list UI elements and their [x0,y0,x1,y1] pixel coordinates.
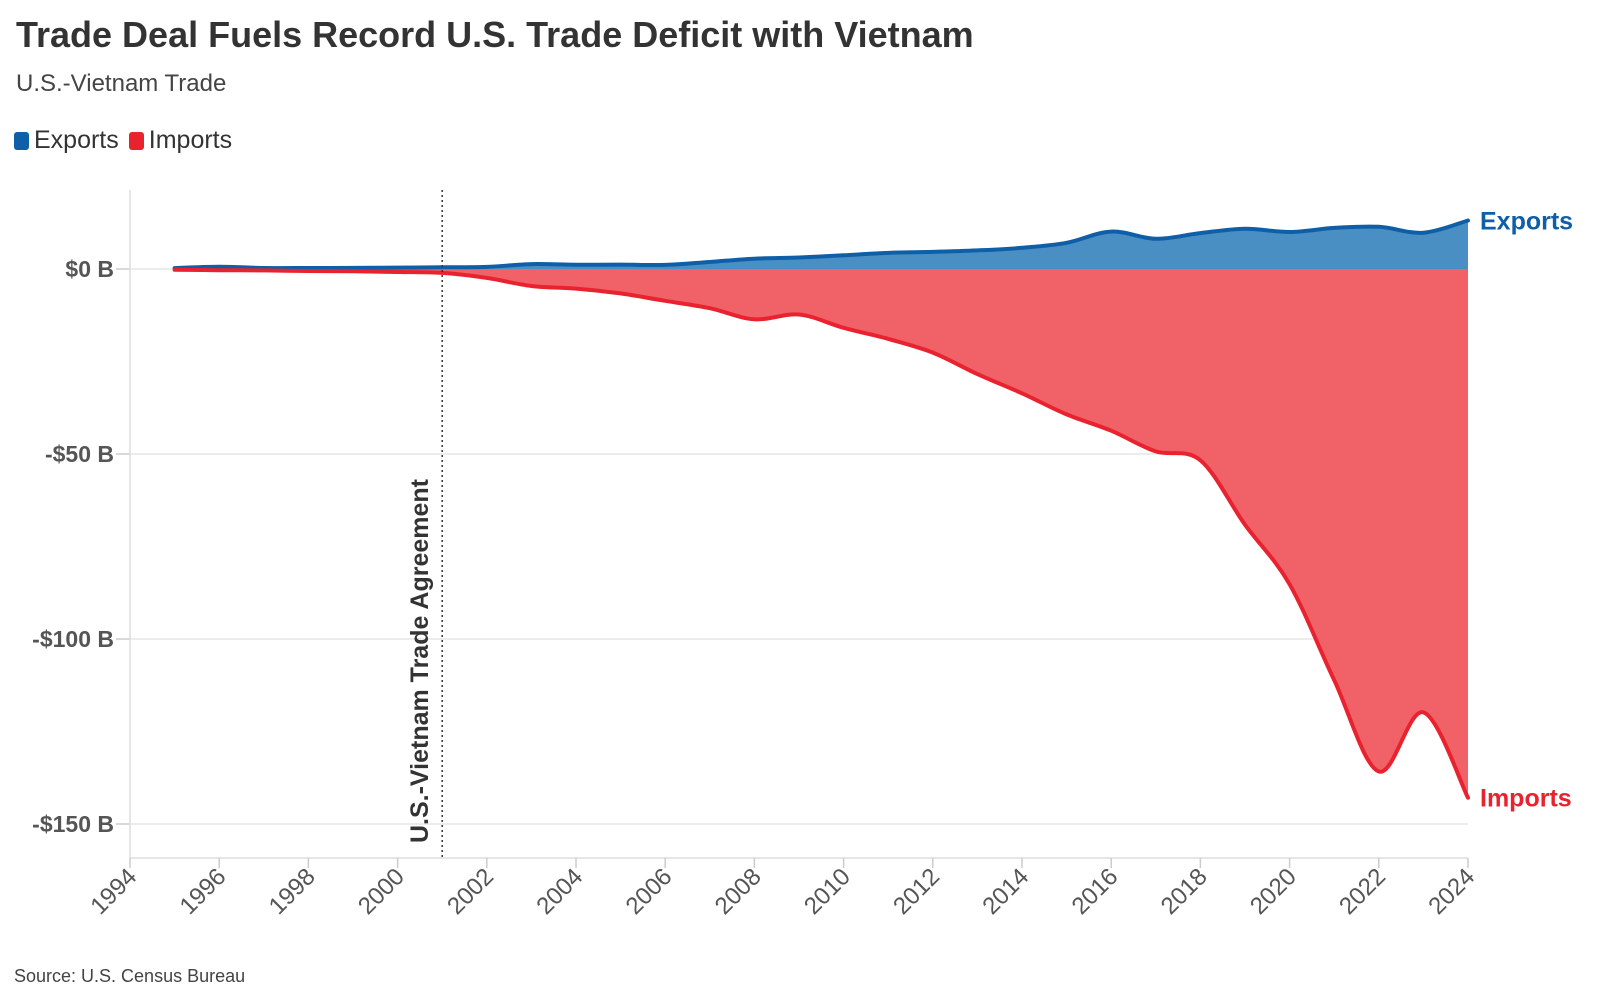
x-tick-label: 2008 [710,863,767,920]
x-tick-label: 2000 [353,863,410,920]
x-tick-label: 1998 [264,863,321,920]
x-tick-label: 2002 [442,863,499,920]
x-tick-label: 2006 [621,863,678,920]
legend-swatch-exports [14,131,29,150]
chart-title: Trade Deal Fuels Record U.S. Trade Defic… [16,14,974,55]
x-tick-label: 2020 [1245,863,1302,920]
chart-subtitle: U.S.-Vietnam Trade [16,70,227,97]
legend-item-imports[interactable]: Imports [128,126,233,155]
x-tick-label: 2004 [531,863,588,920]
area-imports [174,269,1469,798]
x-tick-label: 2018 [1156,863,1213,920]
annotation-layer: U.S.-Vietnam Trade Agreement [406,190,443,858]
area-series [174,220,1469,798]
line-exports [172,218,1470,271]
legend-swatch-imports [128,131,144,150]
end-labels: Exports Imports [1480,208,1573,813]
agreement-label: U.S.-Vietnam Trade Agreement [406,478,434,843]
end-label-imports: Imports [1480,785,1572,813]
x-tick-label: 2016 [1067,863,1124,920]
trade-area-chart: $0 B -$50 B -$100 B -$150 B 1994 1996 1998 2000… [32,190,1573,920]
legend: Exports Imports [14,126,242,155]
area-exports [174,220,1469,269]
legend-item-exports[interactable]: Exports [14,126,119,155]
x-tick-label: 2024 [1423,863,1480,920]
x-tick-label: 2022 [1334,863,1391,920]
x-tick-label: 2014 [977,863,1034,920]
y-tick-label: $0 B [65,256,114,282]
x-tick-label: 2010 [799,863,856,920]
y-tick-label: -$100 B [32,626,114,652]
source-note: Source: U.S. Census Bureau [14,966,246,986]
y-tick-label: -$50 B [45,441,114,467]
end-label-exports: Exports [1480,208,1573,236]
legend-label-exports: Exports [34,126,119,154]
x-tick-label: 1994 [85,863,142,920]
legend-label-imports: Imports [148,126,233,154]
x-tick-label: 2012 [888,863,945,920]
line-imports [172,267,1470,800]
y-tick-label: -$150 B [32,811,114,837]
line-series [172,218,1470,800]
x-tick-label: 1996 [175,863,232,920]
